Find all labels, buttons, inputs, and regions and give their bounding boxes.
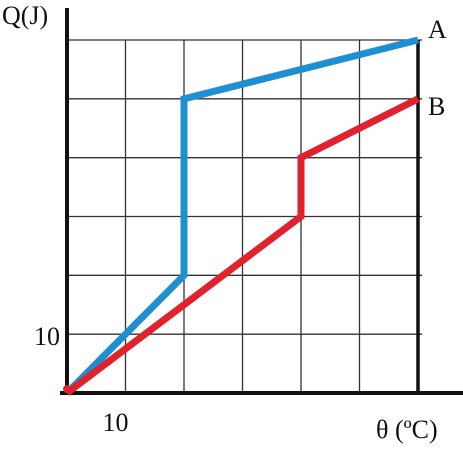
y-axis-label: Q(J) [2, 1, 48, 30]
data-line [64, 95, 420, 396]
data-line [64, 36, 419, 396]
series-label: A [428, 15, 447, 44]
series-label: B [428, 92, 445, 121]
x-axis-label: θ (ºC) [376, 415, 438, 444]
x-tick-label: 10 [103, 408, 129, 437]
y-tick-label: 10 [34, 322, 60, 351]
origin-marker [63, 385, 71, 393]
